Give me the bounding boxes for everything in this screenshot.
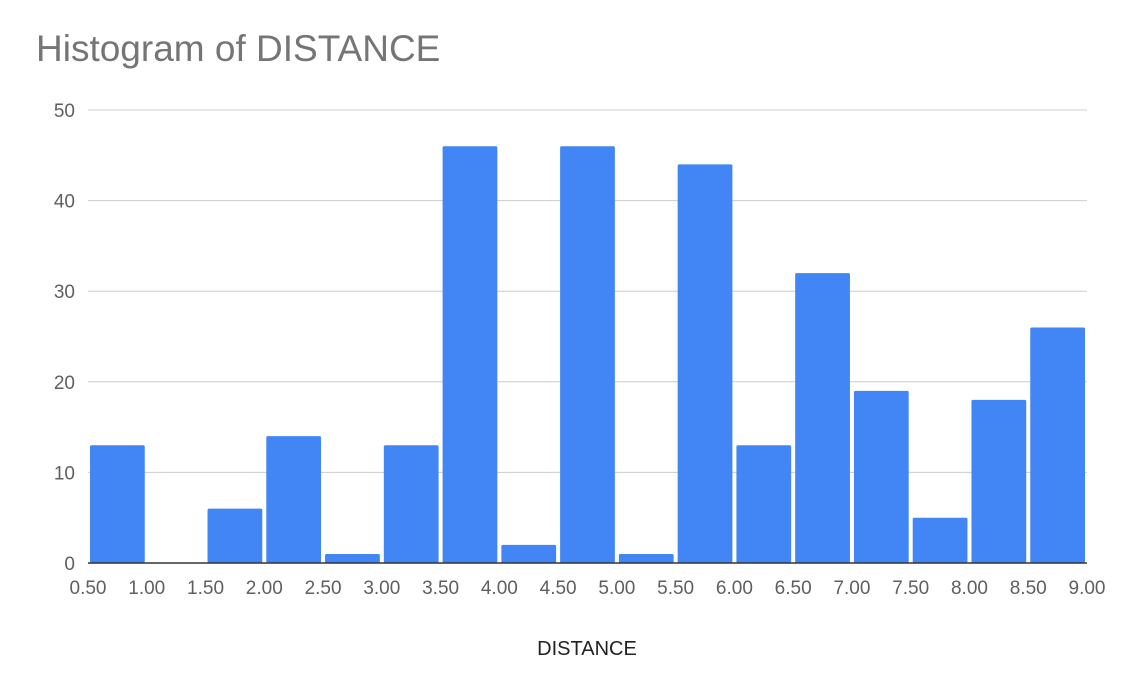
y-tick-label: 30: [54, 282, 75, 303]
x-tick-label: 3.50: [422, 578, 459, 599]
y-tick-label: 20: [54, 373, 75, 394]
bar-6.50-7.00: [795, 273, 850, 563]
bar-4.00-4.50: [501, 544, 557, 563]
bar-6.00-6.50: [736, 445, 792, 563]
bar-8.50-9.00: [1030, 327, 1085, 563]
x-tick-label: 4.50: [540, 578, 577, 599]
bar-2.00-2.50: [266, 436, 322, 563]
x-axis-ticks: 0.50 1.00 1.50 2.00 2.50 3.00 3.50 4.00 4.50 5.00…: [70, 578, 1106, 599]
bar-4.50-5.00: [560, 146, 615, 564]
y-tick-label: 10: [54, 463, 75, 484]
x-tick-label: 2.00: [246, 578, 283, 599]
x-tick-label: 6.50: [775, 578, 812, 599]
bar-5.50-6.00: [677, 164, 733, 564]
y-tick-label: 50: [54, 101, 75, 122]
bars: [90, 146, 1085, 564]
bar-0.50-1.00: [90, 445, 145, 563]
x-tick-label: 6.00: [716, 578, 753, 599]
x-tick-label: 0.50: [70, 578, 107, 599]
x-tick-label: 3.00: [363, 578, 400, 599]
bar-3.00-3.50: [383, 445, 439, 563]
x-tick-label: 7.00: [833, 578, 870, 599]
bar-7.50-8.00: [912, 517, 968, 563]
bar-8.00-8.50: [971, 399, 1027, 563]
y-tick-label: 0: [64, 554, 75, 575]
x-tick-label: 7.50: [892, 578, 929, 599]
chart-title: Histogram of DISTANCE: [36, 28, 441, 69]
bar-2.50-3.00: [325, 553, 380, 563]
bar-3.50-4.00: [442, 146, 498, 564]
x-axis-label: DISTANCE: [537, 638, 637, 660]
x-tick-label: 9.00: [1069, 578, 1106, 599]
bar-5.00-5.50: [618, 553, 674, 563]
bar-1.50-2.00: [207, 508, 263, 563]
x-tick-label: 5.00: [598, 578, 635, 599]
y-axis-ticks: 0 10 20 30 40 50: [54, 101, 75, 575]
x-tick-label: 5.50: [657, 578, 694, 599]
x-tick-label: 8.00: [951, 578, 988, 599]
x-tick-label: 2.50: [305, 578, 342, 599]
x-tick-label: 1.00: [128, 578, 165, 599]
y-tick-label: 40: [54, 192, 75, 213]
x-tick-label: 1.50: [187, 578, 224, 599]
bar-7.00-7.50: [853, 390, 909, 563]
x-tick-label: 8.50: [1010, 578, 1047, 599]
x-tick-label: 4.00: [481, 578, 518, 599]
